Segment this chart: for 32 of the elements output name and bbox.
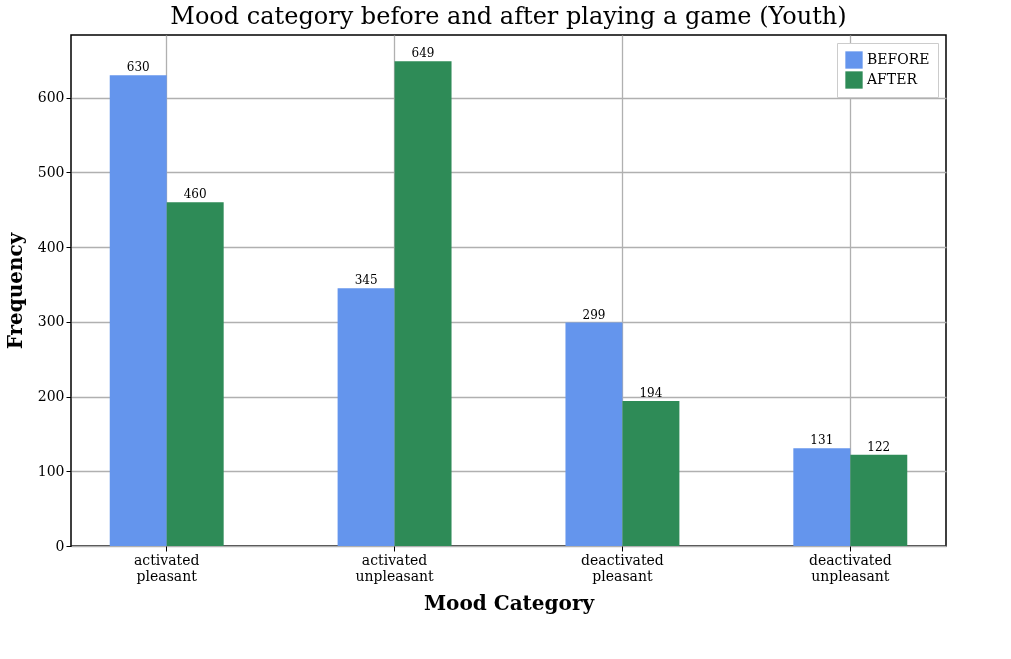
bar [793, 448, 851, 546]
x-tick-label: deactivated pleasant [581, 551, 664, 584]
bar [565, 322, 623, 546]
bar [394, 61, 452, 546]
data-label: 122 [867, 439, 891, 454]
data-label: 131 [810, 433, 834, 448]
bar [622, 401, 680, 546]
y-tick-label: 600 [37, 89, 65, 106]
chart-title: Mood category before and after playing a game (Youth) [170, 2, 847, 30]
y-tick-label: 300 [37, 313, 65, 330]
bar [109, 75, 167, 546]
data-label: 345 [354, 273, 378, 288]
x-axis-title: Mood Category [423, 590, 596, 615]
bar [337, 288, 395, 546]
data-label: 649 [411, 46, 435, 61]
legend-label: AFTER [866, 71, 918, 87]
data-label: 299 [582, 307, 606, 322]
x-tick-label: deactivated unpleasant [808, 551, 892, 584]
bar [850, 454, 908, 546]
y-axis-title: Frequency [2, 231, 27, 350]
data-label: 194 [639, 386, 663, 401]
y-tick-label: 0 [55, 537, 65, 554]
data-label: 630 [126, 60, 150, 75]
y-tick-label: 400 [37, 238, 65, 255]
legend-label: BEFORE [867, 51, 930, 67]
data-label: 460 [183, 187, 207, 202]
y-tick-label: 200 [37, 388, 65, 405]
y-tick-label: 100 [37, 462, 65, 479]
y-tick-label: 500 [37, 163, 65, 180]
x-tick-label: activated pleasant [133, 551, 200, 584]
x-tick-label: activated unpleasant [355, 551, 435, 584]
bar [166, 202, 224, 546]
